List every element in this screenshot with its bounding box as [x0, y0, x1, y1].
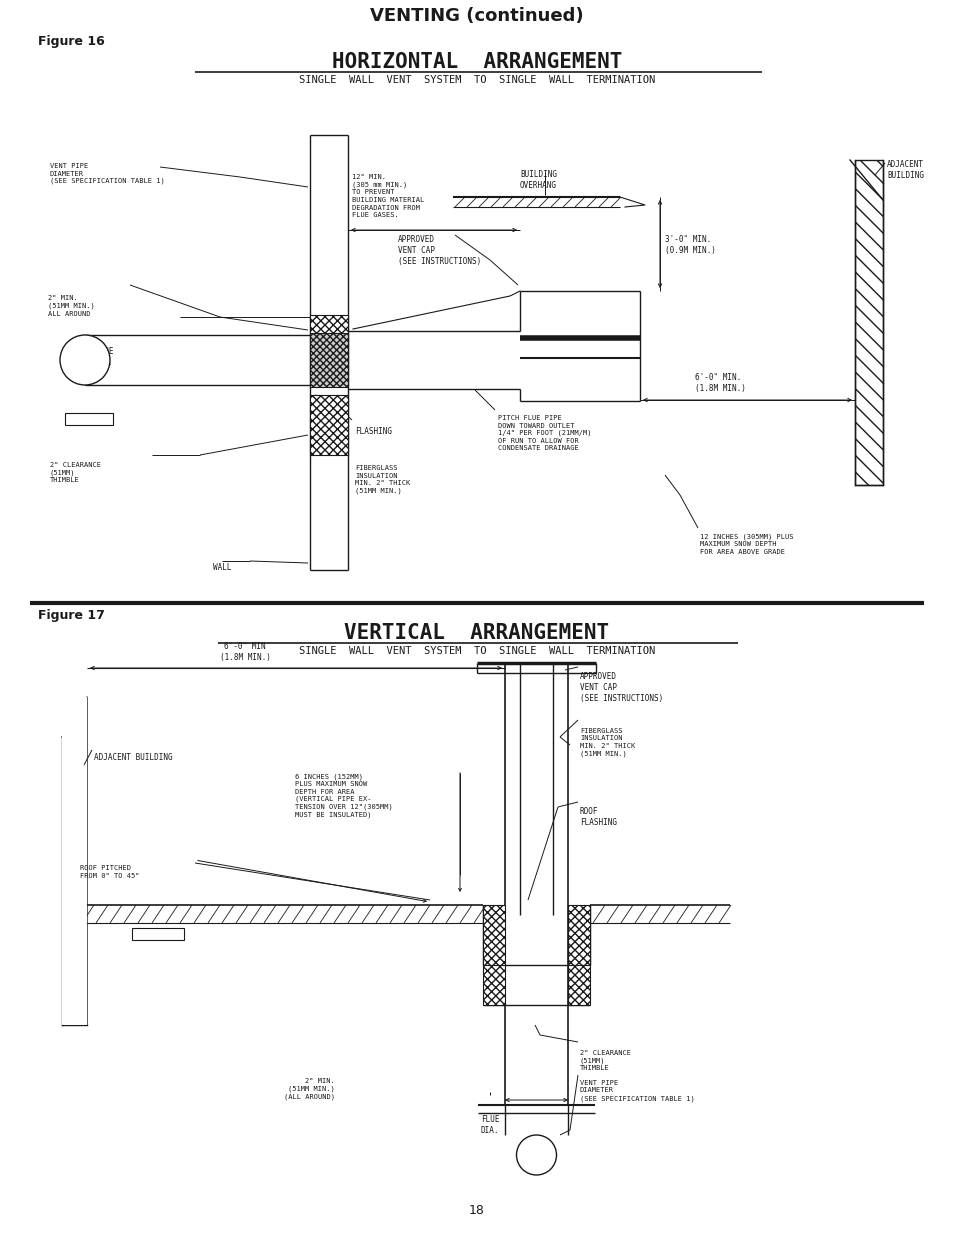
- Text: 6'-0" MIN.
(1.8M MIN.): 6'-0" MIN. (1.8M MIN.): [695, 373, 745, 393]
- Text: SINGLE  WALL  VENT  SYSTEM  TO  SINGLE  WALL  TERMINATION: SINGLE WALL VENT SYSTEM TO SINGLE WALL T…: [298, 646, 655, 656]
- Text: HORIZONTAL  ARRANGEMENT: HORIZONTAL ARRANGEMENT: [332, 52, 621, 72]
- Text: 12" MIN.
(305 mm MIN.)
TO PREVENT
BUILDING MATERIAL
DEGRADATION FROM
FLUE GASES.: 12" MIN. (305 mm MIN.) TO PREVENT BUILDI…: [352, 174, 424, 219]
- Text: VERTICAL  ARRANGEMENT: VERTICAL ARRANGEMENT: [344, 622, 609, 643]
- Text: 2" CLEARANCE
(51MM)
THIMBLE: 2" CLEARANCE (51MM) THIMBLE: [50, 462, 101, 483]
- Bar: [132, 927, 184, 940]
- Bar: [310, 333, 348, 387]
- Text: VENTING (continued): VENTING (continued): [370, 7, 583, 25]
- Text: BUILDING
OVERHANG: BUILDING OVERHANG: [519, 170, 557, 190]
- Text: SINGLE  WALL  VENT  SYSTEM  TO  SINGLE  WALL  TERMINATION: SINGLE WALL VENT SYSTEM TO SINGLE WALL T…: [298, 75, 655, 85]
- Circle shape: [516, 1135, 556, 1174]
- Text: FLUE
DIA.: FLUE DIA.: [480, 1115, 498, 1135]
- Text: ADJACENT
BUILDING: ADJACENT BUILDING: [886, 161, 923, 180]
- Text: D34619A: D34619A: [146, 930, 170, 935]
- Text: 3'-0" MIN.
(0.9M MIN.): 3'-0" MIN. (0.9M MIN.): [664, 235, 715, 256]
- Text: D34300D: D34300D: [76, 415, 101, 420]
- Text: 6'-0" MIN
(1.8M MIN.): 6'-0" MIN (1.8M MIN.): [219, 642, 270, 662]
- Bar: [62, 697, 87, 1025]
- Text: PITCH FLUE PIPE
DOWN TOWARD OUTLET
1/4" PER FOOT (21MM/M)
OF RUN TO ALLOW FOR
CO: PITCH FLUE PIPE DOWN TOWARD OUTLET 1/4" …: [497, 415, 591, 452]
- Text: FIBERGLASS
INSULATION
MIN. 2" THICK
(51MM MIN.): FIBERGLASS INSULATION MIN. 2" THICK (51M…: [355, 466, 410, 494]
- Bar: [567, 965, 589, 1005]
- Text: 12 INCHES (305MM) PLUS
MAXIMUM SNOW DEPTH
FOR AREA ABOVE GRADE: 12 INCHES (305MM) PLUS MAXIMUM SNOW DEPT…: [700, 534, 793, 555]
- Text: WALL: WALL: [213, 563, 231, 572]
- Text: VENT PIPE
DIAMETER
(SEE SPECIFICATION TABLE 1): VENT PIPE DIAMETER (SEE SPECIFICATION TA…: [50, 163, 165, 184]
- Text: Figure 17: Figure 17: [38, 609, 105, 622]
- Text: FLASHING: FLASHING: [355, 427, 392, 436]
- Bar: [854, 161, 882, 485]
- Text: APPROVED
VENT CAP
(SEE INSTRUCTIONS): APPROVED VENT CAP (SEE INSTRUCTIONS): [579, 672, 662, 703]
- Text: VENT PIPE
DIAMETER
(SEE SPECIFICATION TABLE 1): VENT PIPE DIAMETER (SEE SPECIFICATION TA…: [579, 1079, 694, 1102]
- Text: 6 INCHES (152MM)
PLUS MAXIMUM SNOW
DEPTH FOR AREA
(VERTICAL PIPE EX-
TENSION OVE: 6 INCHES (152MM) PLUS MAXIMUM SNOW DEPTH…: [294, 773, 393, 819]
- Bar: [310, 333, 348, 387]
- Text: ROOF PITCHED
FROM 0" TO 45": ROOF PITCHED FROM 0" TO 45": [80, 864, 139, 878]
- Bar: [65, 412, 112, 425]
- Text: ROOF
FLASHING: ROOF FLASHING: [579, 806, 617, 827]
- Circle shape: [60, 335, 110, 385]
- Bar: [567, 905, 589, 965]
- Bar: [482, 965, 504, 1005]
- Bar: [310, 395, 348, 454]
- Bar: [310, 315, 348, 375]
- Text: 2" CLEARANCE
(51MM)
THIMBLE: 2" CLEARANCE (51MM) THIMBLE: [579, 1050, 630, 1072]
- Text: APPROVED
VENT CAP
(SEE INSTRUCTIONS): APPROVED VENT CAP (SEE INSTRUCTIONS): [397, 235, 480, 267]
- Text: FLUE
DIA.: FLUE DIA.: [95, 347, 113, 367]
- Text: Figure 16: Figure 16: [38, 35, 105, 48]
- Text: 2" MIN.
(51MM MIN.)
(ALL AROUND): 2" MIN. (51MM MIN.) (ALL AROUND): [284, 1078, 335, 1100]
- Text: FIBERGLASS
INSULATION
MIN. 2" THICK
(51MM MIN.): FIBERGLASS INSULATION MIN. 2" THICK (51M…: [579, 727, 635, 757]
- Text: 2" MIN.
(51MM MIN.)
ALL AROUND: 2" MIN. (51MM MIN.) ALL AROUND: [48, 295, 94, 316]
- Bar: [482, 905, 504, 965]
- Text: 18: 18: [469, 1204, 484, 1216]
- Text: ADJACENT BUILDING: ADJACENT BUILDING: [94, 753, 172, 762]
